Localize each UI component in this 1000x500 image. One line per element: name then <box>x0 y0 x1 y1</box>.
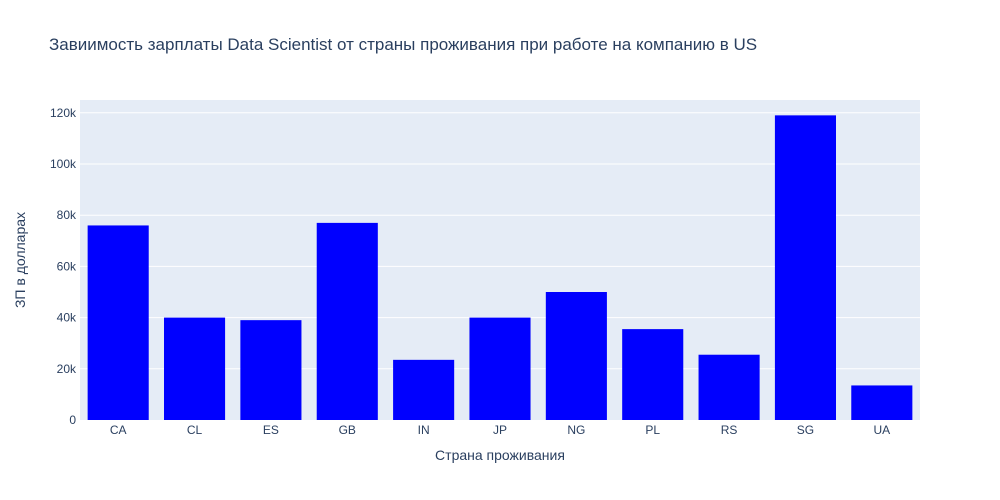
x-tick-label: CL <box>187 423 203 437</box>
y-tick-label: 60k <box>57 259 77 273</box>
bar-jp <box>469 317 531 420</box>
bar-ng <box>545 292 607 420</box>
x-axis-title: Страна проживания <box>435 447 565 463</box>
bar-rs <box>698 354 760 420</box>
bars <box>87 115 913 421</box>
x-tick-label: UA <box>873 423 890 437</box>
y-axis-title: ЗП в долларах <box>12 212 28 308</box>
bar-gb <box>316 222 378 420</box>
y-tick-label: 40k <box>57 311 77 325</box>
y-tick-label: 120k <box>50 106 77 120</box>
x-tick-label: SG <box>797 423 814 437</box>
y-tick-label: 80k <box>57 208 77 222</box>
chart-title: Завиимость зарплаты Data Scientist от ст… <box>49 35 757 54</box>
bar-ca <box>87 225 149 420</box>
bar-cl <box>164 317 226 420</box>
x-tick-label: CA <box>110 423 127 437</box>
x-tick-label: PL <box>645 423 660 437</box>
bar-pl <box>622 329 684 420</box>
y-tick-label: 100k <box>50 157 77 171</box>
bar-ua <box>851 385 913 420</box>
bar-sg <box>774 115 836 421</box>
y-tick-label: 20k <box>57 362 77 376</box>
x-tick-label: RS <box>721 423 738 437</box>
x-tick-label: GB <box>339 423 356 437</box>
x-tick-label: NG <box>567 423 585 437</box>
y-tick-label: 0 <box>69 413 76 427</box>
x-tick-label: JP <box>493 423 507 437</box>
bar-es <box>240 320 302 420</box>
y-axis-ticks: 0 20k 40k 60k 80k 100k 120k <box>50 106 77 427</box>
x-tick-label: ES <box>263 423 279 437</box>
x-tick-label: IN <box>418 423 430 437</box>
bar-in <box>393 359 455 420</box>
x-axis-ticks: CA CL ES GB IN JP NG PL RS SG UA <box>110 423 890 437</box>
